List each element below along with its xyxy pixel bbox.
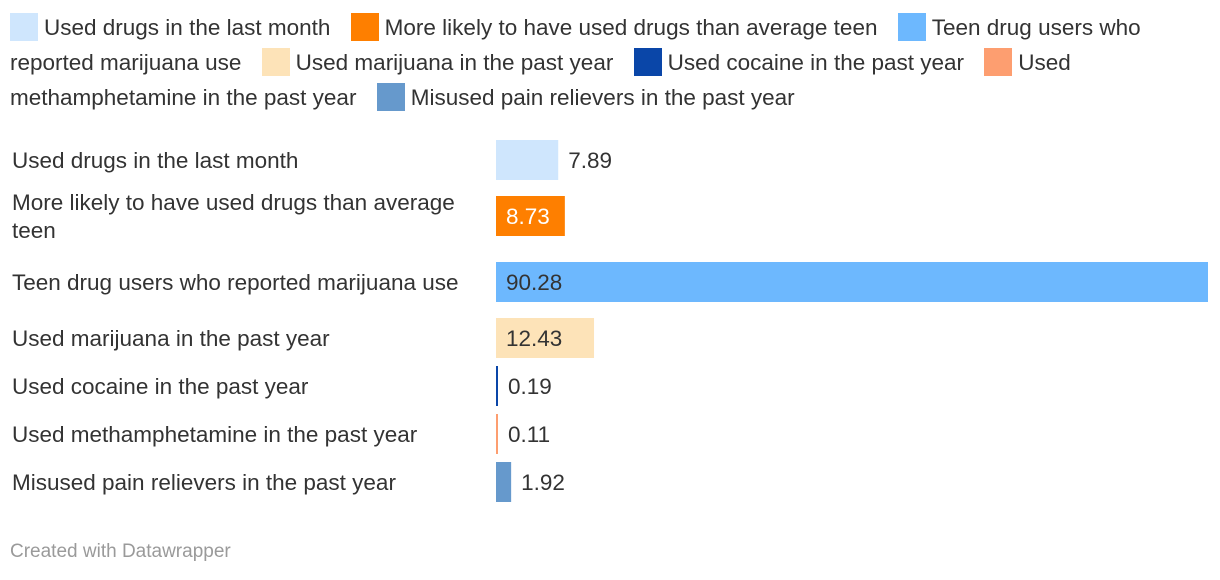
category-label: Used cocaine in the past year xyxy=(12,374,309,399)
legend-entry: Used drugs in the last month xyxy=(10,13,331,41)
data-label: 12.43 xyxy=(506,326,562,351)
bar xyxy=(496,318,595,358)
bar xyxy=(496,196,565,236)
bar xyxy=(496,140,559,180)
category-label: Misused pain relievers in the past year xyxy=(12,470,396,495)
legend-swatch xyxy=(350,13,379,41)
data-label: 7.89 xyxy=(568,148,612,173)
legend-label: Used methamphetamine in the past year xyxy=(10,50,1071,110)
legend-label: Misused pain relievers in the past year xyxy=(410,85,795,110)
bar xyxy=(496,262,1208,302)
bar xyxy=(496,366,498,406)
legend-entry: Used methamphetamine in the past year xyxy=(10,48,1071,110)
data-label: 8.73 xyxy=(506,204,550,229)
data-label: 1.92 xyxy=(521,470,565,495)
category-label: Used marijuana in the past year xyxy=(12,326,330,351)
legend-swatch xyxy=(261,48,290,76)
legend-swatch xyxy=(897,13,926,41)
legend-entry: Used cocaine in the past year xyxy=(633,48,965,76)
legend-entry: Misused pain relievers in the past year xyxy=(376,83,795,111)
legend-swatch xyxy=(10,13,38,41)
legend-entry: Teen drug users who reported marijuana u… xyxy=(10,13,1141,75)
legend-label: Used cocaine in the past year xyxy=(667,50,965,75)
chart-legend: Used drugs in the last month More likely… xyxy=(10,10,1210,115)
bar xyxy=(496,462,512,502)
bar-chart: Used drugs in the last month 7.89 More lik… xyxy=(12,140,1208,502)
category-label: Used methamphetamine in the past year xyxy=(12,422,418,447)
bar xyxy=(496,414,498,454)
legend-swatch xyxy=(984,48,1013,76)
legend-label: Used marijuana in the past year xyxy=(295,50,614,75)
category-label: More likely to have used drugs than aver… xyxy=(12,190,455,243)
data-label: 0.19 xyxy=(508,374,552,399)
legend-swatch xyxy=(633,48,662,76)
legend-swatch xyxy=(376,83,405,111)
category-label: Used drugs in the last month xyxy=(12,148,298,173)
data-label: 0.11 xyxy=(508,422,550,447)
data-label: 90.28 xyxy=(506,270,562,295)
legend-label: More likely to have used drugs than aver… xyxy=(384,15,878,40)
category-label: Teen drug users who reported marijuana u… xyxy=(12,270,459,295)
chart-credit: Created with Datawrapper xyxy=(10,541,231,562)
legend-label: Used drugs in the last month xyxy=(44,15,331,40)
legend-entry: More likely to have used drugs than aver… xyxy=(350,13,878,41)
legend-label: Teen drug users who reported marijuana u… xyxy=(10,15,1141,75)
legend-entry: Used marijuana in the past year xyxy=(261,48,614,76)
